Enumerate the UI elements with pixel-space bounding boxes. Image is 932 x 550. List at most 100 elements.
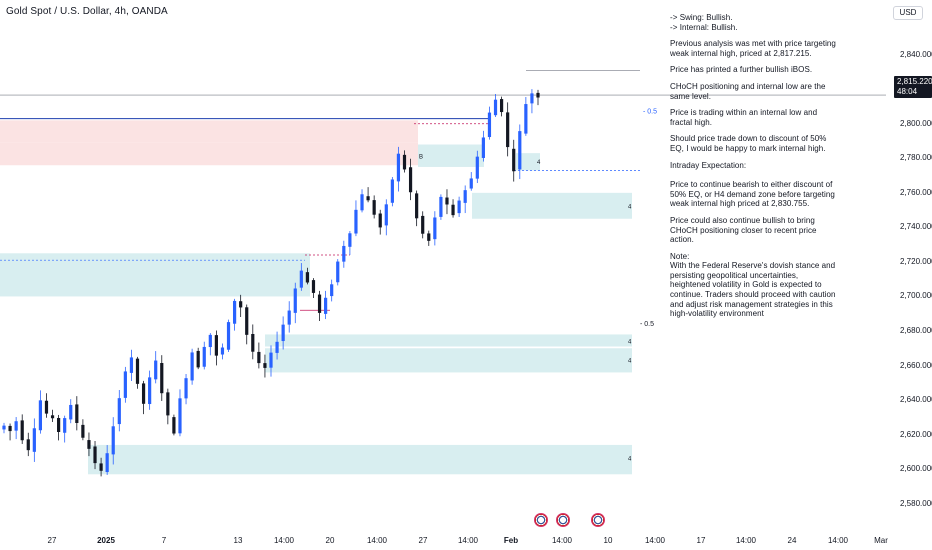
candle-body xyxy=(366,196,370,201)
note-paragraph: CHoCH positioning and internal low are t… xyxy=(670,81,826,101)
candle-body xyxy=(154,360,158,380)
time-tick-label: 20 xyxy=(325,536,335,545)
price-tick-label: 2,720.000 xyxy=(900,256,932,266)
candlestick-series xyxy=(2,89,540,477)
candle-body xyxy=(415,193,419,219)
zone-labels: 4 4 4 4 4 B - 0.5 - 0.5 xyxy=(419,109,657,463)
time-tick-label: 2025 xyxy=(97,536,115,545)
candle-body xyxy=(524,104,528,134)
candle-body xyxy=(57,418,61,433)
candle-body xyxy=(32,428,36,452)
candle-body xyxy=(166,392,170,416)
price-tick-label: 2,680.000 xyxy=(900,325,932,335)
candle-body xyxy=(518,131,522,170)
zone-rect xyxy=(418,144,484,167)
price-tick-label: 2,760.000 xyxy=(900,187,932,197)
candle-body xyxy=(50,415,55,419)
candle-body xyxy=(148,377,152,405)
candle-body xyxy=(360,194,364,211)
candle-body xyxy=(433,217,437,240)
zone-rect xyxy=(88,444,632,475)
bar-countdown: 48:04 xyxy=(897,87,918,96)
candle-body xyxy=(475,156,479,179)
zone-label: 4 xyxy=(628,339,632,345)
candle-body xyxy=(257,351,261,364)
zone-label: 4 xyxy=(537,160,541,166)
us-flag-event-icon[interactable] xyxy=(591,513,605,527)
candle-body xyxy=(44,400,49,414)
time-tick-label: 14:00 xyxy=(735,536,757,545)
candle-body xyxy=(342,245,346,262)
price-tick-label: 2,620.000 xyxy=(900,429,932,439)
price-tick-label: 2,600.000 xyxy=(900,464,932,474)
time-tick-label: 17 xyxy=(696,536,706,545)
candle-body xyxy=(330,284,334,297)
candle-body xyxy=(293,288,297,313)
candle-body xyxy=(251,333,255,352)
zone-label-b: B xyxy=(419,154,423,160)
zone-label: 4 xyxy=(628,205,632,211)
price-chart[interactable]: 4 4 4 4 4 B - 0.5 - 0.5 xyxy=(0,0,886,550)
note-paragraph: -> Swing: Bullish. -> Internal: Bullish. xyxy=(670,13,738,32)
candle-body xyxy=(506,112,510,148)
candle-body xyxy=(275,341,279,353)
candle-body xyxy=(263,363,267,368)
note-paragraph: Price is trading within an internal low … xyxy=(670,108,818,127)
time-tick-label: 14:00 xyxy=(827,536,849,545)
zone-rect xyxy=(472,192,632,219)
currency-selector[interactable]: USD xyxy=(893,6,923,20)
candle-body xyxy=(93,446,97,464)
candle-body xyxy=(269,352,273,368)
candle-body xyxy=(232,300,237,324)
candle-body xyxy=(481,137,485,158)
candle-body xyxy=(463,190,467,203)
eq-label: - 0.5 xyxy=(643,109,657,116)
price-tick-label: 2,580.000 xyxy=(900,498,932,508)
candle-body xyxy=(390,179,394,203)
candle-body xyxy=(336,261,340,283)
time-tick-label: 14:00 xyxy=(366,536,388,545)
candle-body xyxy=(160,363,164,394)
candle-body xyxy=(427,233,431,241)
us-flag-event-icon[interactable] xyxy=(534,513,548,527)
candle-body xyxy=(396,153,401,182)
zone-label: 4 xyxy=(628,358,632,364)
zone-label: 4 xyxy=(628,457,632,463)
price-tick-label: 2,780.000 xyxy=(900,153,932,163)
candle-body xyxy=(63,418,67,433)
candle-body xyxy=(299,270,303,288)
candle-body xyxy=(421,215,425,234)
candle-body xyxy=(14,421,18,431)
candle-body xyxy=(172,417,176,434)
time-tick-label: 7 xyxy=(161,536,167,545)
us-flag-event-icon[interactable] xyxy=(556,513,570,527)
candle-body xyxy=(372,200,376,215)
time-tick-label: Feb xyxy=(503,536,519,545)
time-tick-label: 14:00 xyxy=(273,536,295,545)
candle-body xyxy=(457,200,461,214)
candle-body xyxy=(354,209,358,234)
candle-body xyxy=(220,347,225,355)
time-tick-label: 27 xyxy=(47,536,57,545)
candle-body xyxy=(287,310,291,325)
candle-body xyxy=(499,99,504,113)
candle-body xyxy=(311,280,316,293)
candle-body xyxy=(324,297,328,314)
time-tick-label: 27 xyxy=(418,536,428,545)
time-tick-label: 24 xyxy=(787,536,797,545)
candle-body xyxy=(129,357,134,373)
zone-rect xyxy=(516,153,540,171)
time-tick-label: Mar xyxy=(874,536,888,545)
candle-body xyxy=(408,167,413,193)
chart-title: Gold Spot / U.S. Dollar, 4h, OANDA xyxy=(6,6,168,17)
candle-body xyxy=(141,383,146,404)
time-tick-label: 14:00 xyxy=(644,536,666,545)
candle-body xyxy=(402,154,407,170)
last-price-tag: 2,815.220 48:04 xyxy=(894,76,932,98)
candle-body xyxy=(26,439,30,451)
candle-body xyxy=(178,398,182,434)
price-tick-label: 2,640.000 xyxy=(900,395,932,405)
candle-body xyxy=(239,301,243,308)
zone-rect xyxy=(265,348,632,373)
candle-body xyxy=(226,322,231,350)
